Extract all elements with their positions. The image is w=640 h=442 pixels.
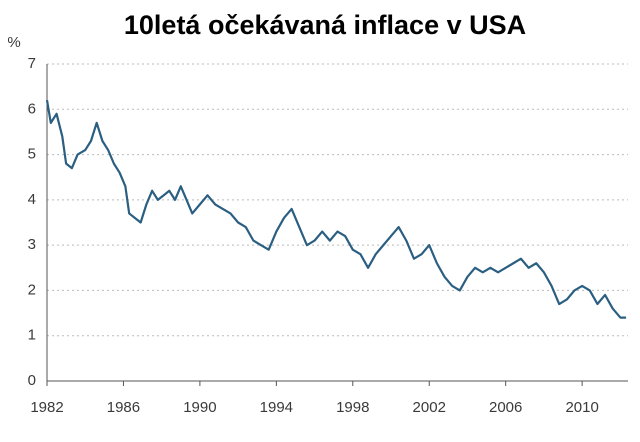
chart-title: 10letá očekávaná inflace v USA xyxy=(124,10,526,40)
x-tick-label: 2002 xyxy=(413,399,446,416)
y-tick-label: 1 xyxy=(28,327,36,344)
x-tick-label: 1986 xyxy=(107,399,140,416)
y-tick-label: 4 xyxy=(28,191,36,208)
x-tick-label: 1998 xyxy=(336,399,369,416)
y-tick-label: 0 xyxy=(28,372,36,389)
x-tick-label: 2010 xyxy=(565,399,598,416)
x-tick-label: 1994 xyxy=(260,399,293,416)
y-tick-label: 5 xyxy=(28,146,36,163)
y-tick-label: 2 xyxy=(28,281,36,298)
line xyxy=(45,100,627,319)
x-tick-label: 1982 xyxy=(30,399,63,416)
y-tick-label: 7 xyxy=(28,55,36,72)
y-tick-label: 6 xyxy=(28,100,36,117)
x-tick-label: 2006 xyxy=(489,399,522,416)
y-axis-label: % xyxy=(7,34,20,51)
x-tick-label: 1990 xyxy=(183,399,216,416)
y-tick-label: 3 xyxy=(28,236,36,253)
